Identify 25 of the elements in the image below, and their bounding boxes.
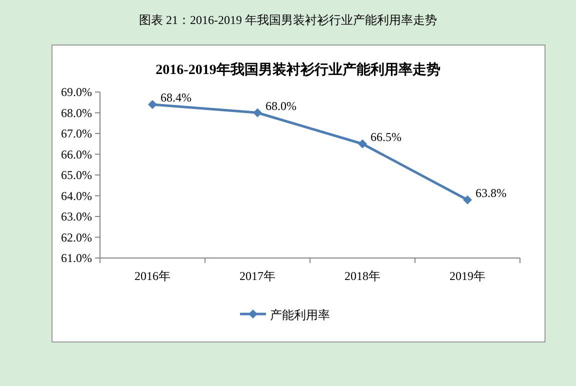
y-tick-label: 67.0% <box>61 126 92 140</box>
x-tick-label: 2017年 <box>240 269 276 283</box>
data-label: 63.8% <box>476 186 506 200</box>
y-tick-label: 65.0% <box>61 168 92 182</box>
legend-label: 产能利用率 <box>270 308 330 322</box>
legend: 产能利用率 <box>240 308 330 322</box>
x-tick-label: 2018年 <box>344 269 380 283</box>
y-tick-label: 64.0% <box>61 188 92 203</box>
data-label: 68.4% <box>160 90 192 104</box>
x-tick-label: 2019年 <box>450 269 486 283</box>
y-tick-label: 69.0% <box>61 85 92 99</box>
point <box>148 100 157 109</box>
data-label: 68.0% <box>266 98 296 113</box>
point <box>463 195 472 204</box>
point <box>253 108 262 118</box>
chart-subtitle: 2016-2019年我国男装衬衫行业产能利用率走势 <box>156 61 440 78</box>
y-tick-label: 66.0% <box>61 147 92 162</box>
y-tick-label: 61.0% <box>61 251 92 265</box>
y-tick-label: 68.0% <box>61 106 92 120</box>
y-tick-label: 62.0% <box>61 230 92 244</box>
point <box>358 139 367 148</box>
x-tick-label: 2016年 <box>134 269 170 283</box>
y-tick-label: 63.0% <box>61 210 92 224</box>
data-label: 66.5% <box>370 130 402 144</box>
chart-title: 图表 21：2016-2019 年我国男装衬衫行业产能利用率走势 <box>139 13 437 27</box>
